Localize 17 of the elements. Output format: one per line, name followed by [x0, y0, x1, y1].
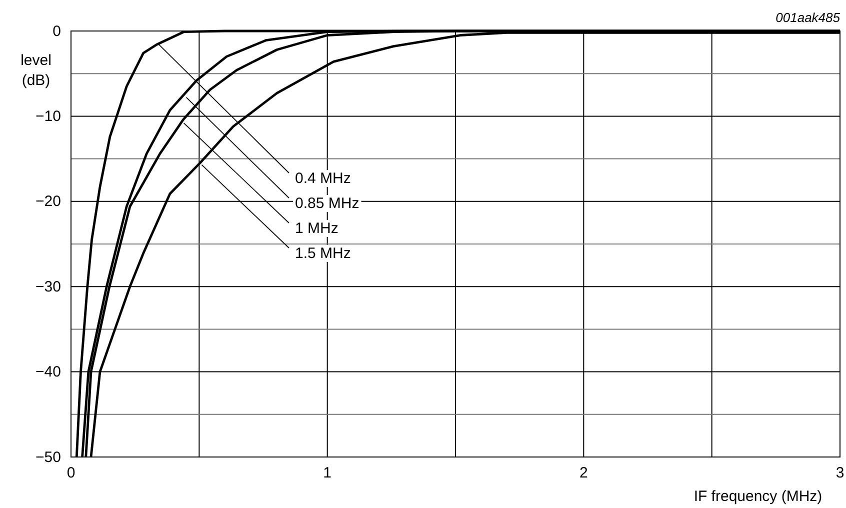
y-tick-label: −10	[36, 108, 61, 125]
annotation: 1 MHz	[295, 220, 338, 237]
x-tick-label: 2	[579, 464, 588, 482]
y-tick-label: −30	[36, 278, 61, 296]
y-tick-label: −40	[36, 364, 61, 381]
y-tick-label: 0	[52, 22, 61, 40]
x-tick-label: 3	[836, 464, 844, 482]
y-axis-title: level (dB)	[20, 52, 52, 89]
x-tick-label: 1	[323, 464, 332, 482]
text: 001aak485	[776, 10, 841, 25]
y-tick-label: −50	[36, 448, 61, 466]
annotation: 0.4 MHz	[295, 170, 351, 187]
x-axis-title: IF frequency (MHz)	[694, 488, 822, 505]
annotation: 0.85 MHz	[295, 195, 360, 212]
annotation: 1.5 MHz	[295, 245, 351, 262]
y-tick-label: −20	[36, 193, 61, 210]
x-tick-label: 0	[66, 464, 76, 482]
